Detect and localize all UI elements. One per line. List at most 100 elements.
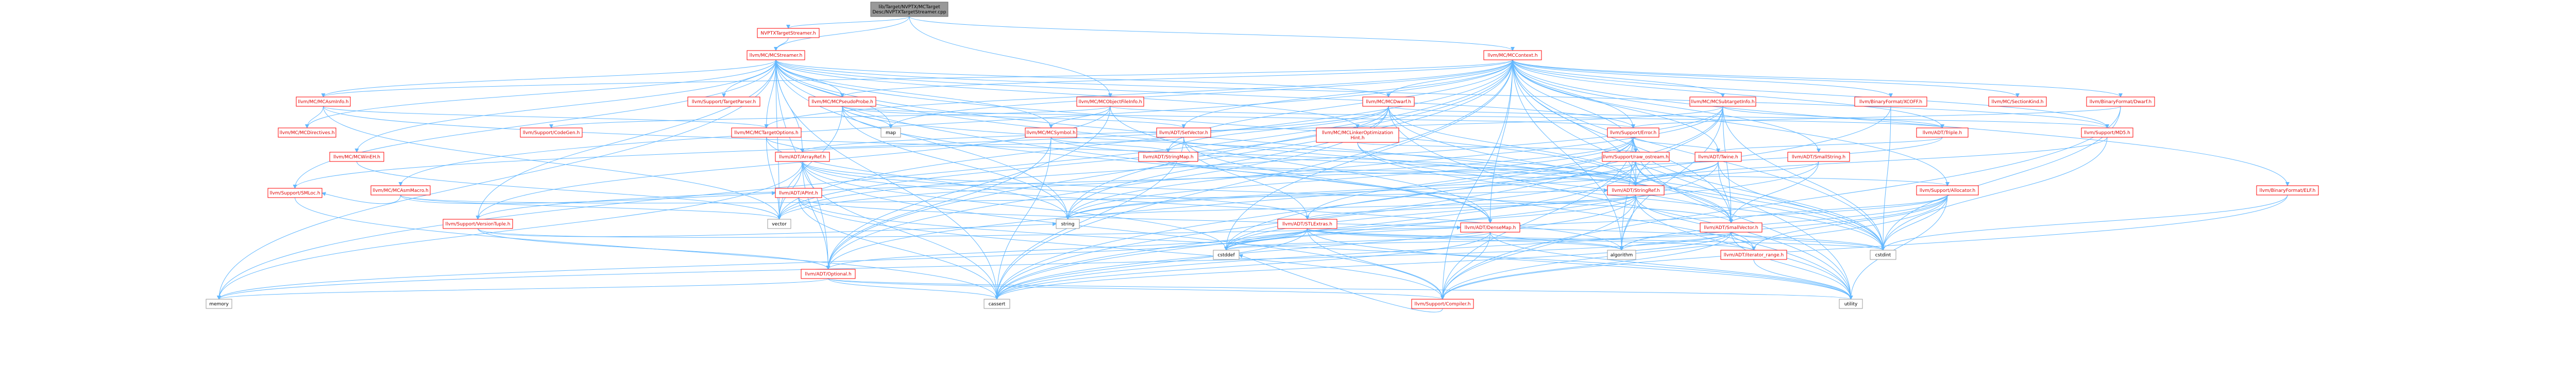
node-versiontuple[interactable]: llvm/Support/VersionTuple.h (443, 219, 513, 229)
include-edge-mccontext-to-cassert (995, 59, 1513, 300)
node-dwarf[interactable]: llvm/BinaryFormat/Dwarf.h (2086, 96, 2155, 107)
node-twine[interactable]: llvm/ADT/Twine.h (1694, 152, 1742, 162)
node-iterator_range[interactable]: llvm/ADT/iterator_range.h (1720, 250, 1787, 260)
include-edge-mccontext-to-triple (1512, 59, 1944, 128)
node-box-codegen (520, 127, 583, 138)
node-box-string (1056, 219, 1080, 229)
include-edge-smallvector-to-compiler (1440, 232, 1732, 300)
node-xcoff[interactable]: llvm/BinaryFormat/XCOFF.h (1854, 96, 1927, 107)
node-arrayref[interactable]: llvm/ADT/ArrayRef.h (775, 152, 830, 162)
include-edge-densemap-to-cassert (995, 232, 1490, 300)
node-box-cstddef (1213, 250, 1240, 260)
node-label-twine: llvm/ADT/Twine.h (1698, 155, 1738, 160)
node-box-twine (1694, 152, 1742, 162)
include-edge-mcdwarf-to-vector (777, 106, 1389, 220)
include-edge-mcpseudoprobe-to-setvector (842, 106, 1186, 128)
include-edge-arrayref-to-stlextras (802, 161, 1310, 220)
node-mcstreamer[interactable]: llvm/MC/MCStreamer.h (747, 50, 805, 60)
node-label-xcoff: llvm/BinaryFormat/XCOFF.h (1859, 100, 1922, 105)
include-edge-mcstreamer-to-memory (217, 59, 776, 300)
node-box-triple (1916, 127, 1969, 138)
node-elf[interactable]: llvm/BinaryFormat/ELF.h (2256, 185, 2319, 196)
node-apint[interactable]: llvm/ADT/APInt.h (775, 188, 822, 198)
node-smloc[interactable]: llvm/Support/SMLoc.h (267, 188, 323, 198)
node-box-mcstreamer (747, 50, 805, 60)
include-edge-mcobjectfileinfo-to-codegen (549, 106, 1111, 128)
node-mcdirectives[interactable]: llvm/MC/MCDirectives.h (278, 127, 336, 138)
node-md5[interactable]: llvm/Support/MD5.h (2081, 127, 2133, 138)
node-mcasminfo[interactable]: llvm/MC/MCAsmInfo.h (296, 96, 351, 107)
node-sectionkind[interactable]: llvm/MC/SectionKind.h (1988, 96, 2047, 107)
include-edge-mcpseudoprobe-to-string (842, 106, 1070, 220)
node-mcsubtargetinfo[interactable]: llvm/MC/MCSubtargetInfo.h (1689, 96, 1756, 107)
node-box-mccontext (1483, 50, 1542, 60)
node-mcpseudoprobe[interactable]: llvm/MC/MCPseudoProbe.h (808, 96, 876, 107)
include-edge-mcdwarf-to-string (1065, 106, 1389, 220)
include-edge-smallstring-to-smallvector (1729, 161, 1819, 223)
node-setvector[interactable]: llvm/ADT/SetVector.h (1156, 127, 1211, 138)
include-edge-allocator-to-algorithm (1619, 194, 1948, 251)
include-edge-root-to-mccontext (909, 16, 1515, 51)
node-smallvector[interactable]: llvm/ADT/SmallVector.h (1700, 222, 1762, 233)
node-root[interactable]: lib/Target/NVPTX/MCTargetDesc/NVPTXTarge… (870, 2, 948, 17)
node-label-mcstreamer: llvm/MC/MCStreamer.h (750, 53, 803, 58)
node-densemap[interactable]: llvm/ADT/DenseMap.h (1460, 222, 1520, 233)
node-stringmap[interactable]: llvm/ADT/StringMap.h (1138, 152, 1198, 162)
include-edge-dwarf-to-compiler (1440, 106, 2121, 300)
node-label-utility: utility (1844, 302, 1858, 307)
node-box-mcwinehh (329, 152, 384, 162)
node-triple[interactable]: llvm/ADT/Triple.h (1916, 127, 1969, 138)
node-box-algorithm (1607, 250, 1636, 260)
node-error[interactable]: llvm/Support/Error.h (1607, 127, 1659, 138)
include-edge-mcstreamer-to-mclinkeropt (775, 59, 1360, 128)
node-mcwinehh[interactable]: llvm/MC/MCWinEH.h (329, 152, 384, 162)
node-stlextras[interactable]: llvm/ADT/STLExtras.h (1277, 219, 1337, 229)
node-mccontext[interactable]: llvm/MC/MCContext.h (1483, 50, 1542, 60)
include-edge-mccontext-to-setvector (1181, 59, 1513, 128)
include-edge-stlextras-to-cassert (995, 228, 1308, 300)
node-mcsymbol[interactable]: llvm/MC/MCSymbol.h (1025, 127, 1077, 138)
node-mcasmmacro[interactable]: llvm/MC/MCAsmMacro.h (370, 185, 431, 196)
node-box-mcsymbol (1025, 127, 1077, 138)
node-label-md5: llvm/Support/MD5.h (2084, 131, 2130, 136)
node-compiler[interactable]: llvm/Support/Compiler.h (1411, 299, 1474, 309)
include-edge-raw_ostream-to-string (1065, 161, 1636, 220)
node-box-arrayref (775, 152, 830, 162)
node-label-mclinkeropt: Hint.h (1350, 136, 1364, 141)
include-edge-compiler-to-cstddef (1239, 254, 1443, 313)
include-edge-mccontext-to-mcpseudoprobe (840, 59, 1513, 97)
node-optional[interactable]: llvm/ADT/Optional.h (801, 269, 856, 279)
node-label-mcdwarf: llvm/MC/MCDwarf.h (1366, 100, 1411, 105)
include-edge-raw_ostream-to-smallvector (1635, 161, 1733, 223)
node-codegen[interactable]: llvm/Support/CodeGen.h (520, 127, 583, 138)
node-box-setvector (1156, 127, 1211, 138)
node-label-smallvector: llvm/ADT/SmallVector.h (1704, 225, 1758, 231)
node-label-mcsubtargetinfo: llvm/MC/MCSubtargetInfo.h (1691, 100, 1754, 105)
include-edge-mccontext-to-mcsubtargetinfo (1512, 59, 1725, 97)
node-targetparser[interactable]: llvm/Support/TargetParser.h (687, 96, 760, 107)
node-box-sectionkind (1988, 96, 2047, 107)
node-nvptx_ts_h[interactable]: NVPTXTargetStreamer.h (757, 28, 820, 38)
include-edge-stringref-to-stlextras (1305, 194, 1636, 220)
node-mcdwarf[interactable]: llvm/MC/MCDwarf.h (1362, 96, 1415, 107)
include-edge-mcobjectfileinfo-to-triple (1110, 106, 1944, 128)
node-smallstring[interactable]: llvm/ADT/SmallString.h (1787, 152, 1850, 162)
node-layer: lib/Target/NVPTX/MCTargetDesc/NVPTXTarge… (206, 2, 2319, 309)
node-raw_ostream[interactable]: llvm/Support/raw_ostream.h (1602, 152, 1670, 162)
node-allocator[interactable]: llvm/Support/Allocator.h (1916, 185, 1979, 196)
include-edge-raw_ostream-to-cstdint (1635, 161, 1885, 251)
node-mcobjectfileinfo[interactable]: llvm/MC/MCObjectFileInfo.h (1076, 96, 1144, 107)
node-label-mcasminfo: llvm/MC/MCAsmInfo.h (298, 100, 348, 105)
include-edge-xcoff-to-cstdint (1881, 106, 1891, 251)
node-mctargetoptions[interactable]: llvm/MC/MCTargetOptions.h (731, 127, 802, 138)
node-box-mctargetoptions (731, 127, 802, 138)
include-edge-twine-to-cstdint (1718, 161, 1885, 251)
include-edge-densemap-to-algorithm (1490, 232, 1624, 251)
include-edge-root-to-mcstreamer (774, 16, 910, 51)
node-stringref[interactable]: llvm/ADT/StringRef.h (1607, 185, 1665, 196)
node-box-cstdint (1870, 250, 1896, 260)
include-edge-stringref-to-compiler (1440, 194, 1636, 300)
node-box-apint (775, 188, 822, 198)
include-edge-arrayref-to-optional (802, 161, 831, 270)
